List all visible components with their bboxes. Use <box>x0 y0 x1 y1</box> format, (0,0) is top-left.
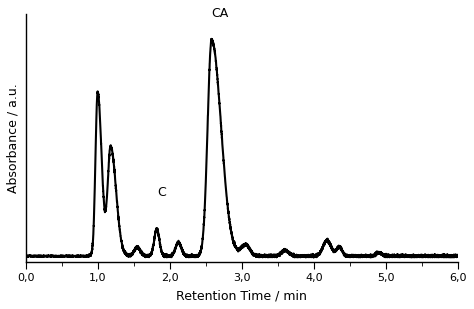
X-axis label: Retention Time / min: Retention Time / min <box>176 289 307 302</box>
Text: CA: CA <box>211 7 229 20</box>
Text: C: C <box>157 186 165 199</box>
Y-axis label: Absorbance / a.u.: Absorbance / a.u. <box>7 83 20 193</box>
